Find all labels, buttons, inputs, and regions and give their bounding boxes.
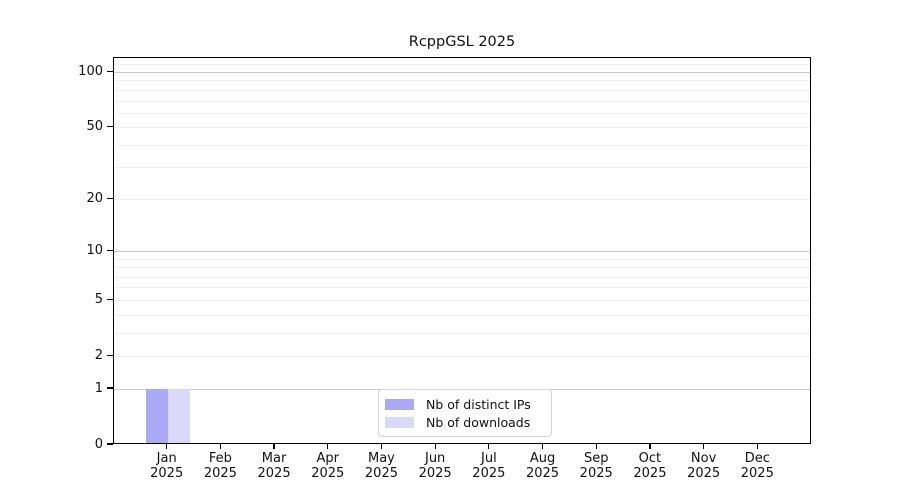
minor-gridline — [114, 198, 810, 200]
x-tick-mark — [703, 444, 705, 449]
y-tick-mark — [107, 443, 113, 445]
x-tick-mark — [595, 444, 597, 449]
legend-item-downloads: Nb of downloads — [385, 415, 542, 430]
x-tick-mark — [488, 444, 490, 449]
x-tick-month: Feb — [208, 451, 232, 466]
x-tick-month: Jul — [481, 451, 497, 466]
x-tick-mark — [434, 444, 436, 449]
x-tick-month: Aug — [529, 451, 556, 466]
x-tick-year: 2025 — [633, 466, 667, 481]
plot-area — [113, 57, 811, 444]
x-tick-year: 2025 — [203, 466, 237, 481]
x-tick-month: Nov — [690, 451, 717, 466]
x-tick-month: May — [368, 451, 395, 466]
legend-swatch-downloads — [385, 417, 414, 428]
y-tick-mark — [107, 387, 113, 389]
minor-gridline — [114, 276, 810, 278]
minor-gridline — [114, 64, 810, 66]
legend-item-distinct-ips: Nb of distinct IPs — [385, 397, 542, 412]
x-tick-month: Dec — [744, 451, 770, 466]
x-tick-month: Jun — [424, 451, 446, 466]
x-tick-label: Apr 2025 — [298, 451, 358, 481]
minor-gridline — [114, 112, 810, 114]
x-tick-month: Apr — [316, 451, 340, 466]
bar-nb-of-downloads — [167, 389, 190, 444]
minor-gridline — [114, 258, 810, 260]
x-tick-label: Jul 2025 — [459, 451, 519, 481]
bar-nb-of-distinct-ips — [145, 389, 168, 444]
x-tick-year: 2025 — [472, 466, 506, 481]
minor-gridline — [114, 287, 810, 289]
y-tick-mark — [107, 354, 113, 356]
x-tick-label: Jun 2025 — [405, 451, 465, 481]
x-tick-label: Feb 2025 — [190, 451, 250, 481]
x-tick-label: Dec 2025 — [727, 451, 787, 481]
y-tick-mark — [107, 197, 113, 199]
legend: Nb of distinct IPs Nb of downloads — [378, 389, 552, 437]
chart-title: RcppGSL 2025 — [408, 34, 516, 50]
legend-label-downloads: Nb of downloads — [426, 415, 531, 430]
x-tick-year: 2025 — [418, 466, 452, 481]
x-tick-month: Oct — [638, 451, 662, 466]
y-tick-label: 1 — [94, 380, 103, 396]
y-tick-label: 5 — [94, 291, 103, 307]
x-tick-label: May 2025 — [351, 451, 411, 481]
x-tick-label: Oct 2025 — [620, 451, 680, 481]
minor-gridline — [114, 332, 810, 334]
minor-gridline — [114, 167, 810, 169]
x-tick-month: Jan — [156, 451, 177, 466]
minor-gridline — [114, 267, 810, 269]
x-tick-mark — [166, 444, 168, 449]
x-tick-mark — [380, 444, 383, 449]
x-tick-mark — [649, 444, 651, 449]
x-tick-year: 2025 — [311, 466, 345, 481]
major-gridline — [114, 251, 810, 252]
legend-label-distinct-ips: Nb of distinct IPs — [426, 397, 531, 412]
y-tick-label: 10 — [86, 243, 103, 258]
x-tick-year: 2025 — [257, 466, 291, 481]
x-tick-month: Mar — [261, 451, 287, 466]
minor-gridline — [114, 144, 810, 146]
x-tick-mark — [219, 444, 221, 449]
y-tick-label: 0 — [94, 436, 103, 452]
y-tick-label: 50 — [86, 119, 103, 135]
x-tick-year: 2025 — [150, 466, 184, 481]
y-tick-mark — [107, 126, 113, 128]
x-tick-year: 2025 — [525, 466, 560, 481]
y-tick-mark — [107, 249, 113, 252]
y-tick-mark — [107, 298, 113, 300]
minor-gridline — [114, 355, 810, 357]
y-tick-label: 20 — [86, 190, 103, 206]
x-tick-year: 2025 — [364, 466, 398, 481]
legend-swatch-distinct-ips — [385, 399, 414, 410]
major-gridline — [114, 72, 810, 74]
x-tick-label: Sep 2025 — [566, 451, 626, 481]
minor-gridline — [114, 127, 810, 129]
x-tick-year: 2025 — [687, 466, 721, 481]
x-tick-mark — [327, 444, 329, 449]
x-tick-label: Aug 2025 — [513, 451, 573, 481]
y-tick-mark — [107, 70, 113, 73]
minor-gridline — [114, 314, 810, 316]
x-tick-month: Sep — [583, 451, 609, 466]
x-tick-label: Jan 2025 — [137, 451, 197, 481]
x-tick-year: 2025 — [579, 466, 613, 481]
minor-gridline — [114, 299, 810, 301]
x-tick-mark — [756, 444, 758, 449]
x-tick-label: Mar 2025 — [244, 451, 304, 481]
minor-gridline — [114, 100, 810, 102]
y-tick-label: 100 — [78, 64, 103, 80]
x-tick-year: 2025 — [740, 466, 774, 481]
x-tick-mark — [273, 444, 275, 449]
x-tick-mark — [541, 444, 544, 449]
y-tick-label: 2 — [94, 347, 103, 363]
minor-gridline — [114, 89, 810, 91]
minor-gridline — [114, 80, 810, 82]
x-tick-label: Nov 2025 — [674, 451, 734, 481]
